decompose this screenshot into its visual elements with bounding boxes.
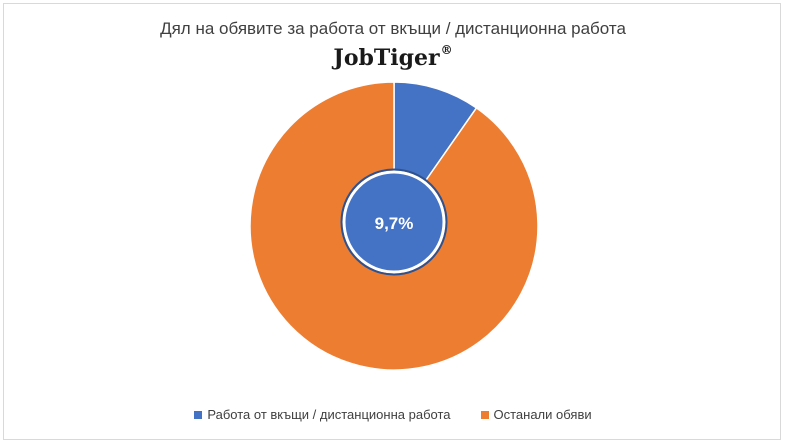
chart-title: Дял на обявите за работа от вкъщи / дист… (160, 19, 626, 38)
brand-name: JobTiger (333, 45, 440, 71)
center-data-label: 9,7% (375, 214, 414, 233)
legend-item-remote: Работа от вкъщи / дистанционна работа (194, 407, 451, 422)
chart-legend: Работа от вкъщи / дистанционна работа Ос… (0, 407, 786, 422)
pie-slice-other (249, 81, 539, 371)
center-badge (342, 170, 446, 274)
center-badge-outline (340, 168, 448, 276)
legend-item-other: Останали обяви (480, 407, 592, 422)
legend-label-other: Останали обяви (493, 407, 592, 422)
legend-swatch-remote (194, 410, 203, 419)
legend-swatch-other (480, 410, 489, 419)
brand-registered-mark: ® (440, 43, 453, 57)
legend-label-remote: Работа от вкъщи / дистанционна работа (207, 407, 451, 422)
brand-logo: JobTiger® (0, 43, 786, 71)
